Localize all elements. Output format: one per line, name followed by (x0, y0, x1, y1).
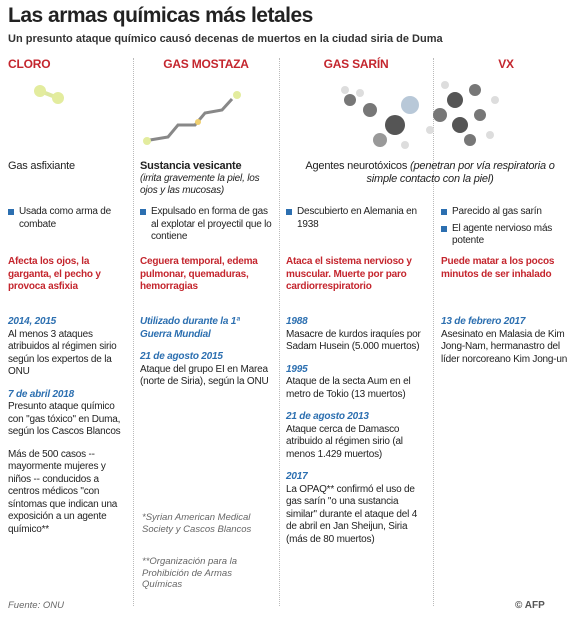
event-text: Asesinato en Malasia de Kim Jong-Nam, he… (441, 328, 568, 365)
separator (433, 58, 434, 606)
effects: Ataca el sistema nervioso y muscular. Mu… (286, 256, 412, 292)
event-text: La OPAQ** confirmó el uso de gas sarín "… (286, 483, 418, 545)
vx-molecule (426, 81, 499, 146)
bullets: Parecido al gas sarín El agente nervioso … (441, 206, 571, 252)
effects: Ceguera temporal, edema pulmonar, quemad… (140, 256, 258, 292)
type-block: Gas asfixiante (8, 160, 126, 173)
credit: © AFP (515, 600, 545, 611)
event-date: 2017 (286, 471, 308, 482)
bullets: Descubierto en Alemania en 1938 (286, 206, 426, 235)
molecules (34, 81, 499, 149)
event: 7 de abril 2018 Presunto ataque químico c… (8, 389, 126, 439)
event-text: Ataque de la secta Aum en el metro de To… (286, 376, 411, 400)
event: 21 de agosto 2013 Ataque cerca de Damasco… (286, 411, 426, 461)
effects: Afecta los ojos, la garganta, el pecho y… (8, 256, 101, 292)
bullets: Expulsado en forma de gas al explotar el… (140, 206, 272, 248)
event: 1995 Ataque de la secta Aum en el metro d… (286, 364, 426, 402)
nerve-agents: Agentes neurotóxicos (penetran por vía r… (290, 160, 570, 185)
footnote: *Syrian American Medical Society y Casco… (142, 512, 252, 535)
event: 2017 La OPAQ** confirmó el uso de gas sar… (286, 471, 426, 546)
event: Más de 500 casos -- mayormente mujeres y… (8, 449, 126, 537)
bullet: El agente nervioso más potente (441, 223, 571, 248)
event-date: 2014, 2015 (8, 316, 57, 327)
subtitle: Un presunto ataque químico causó decenas… (8, 33, 443, 45)
event-text: Ataque cerca de Damasco atribuido al rég… (286, 423, 403, 460)
event-date: 7 de abril 2018 (8, 388, 74, 400)
type: Gas asfixiante (8, 160, 75, 172)
type-note: (irrita gravemente la piel, los ojos y l… (140, 172, 260, 197)
chlorine-molecule (34, 85, 64, 104)
column-name: VX (498, 57, 514, 71)
nerve-note: (penetran por vía respiratoria o simple … (366, 160, 555, 185)
event-text: Presunto ataque químico con "gas tóxico"… (8, 401, 121, 437)
column-name: CLORO (8, 57, 51, 71)
source: Fuente: ONU (8, 600, 64, 611)
title: Las armas químicas más letales (8, 4, 313, 27)
event: 1988 Masacre de kurdos iraquíes por Sadam… (286, 316, 426, 354)
bullets: Usada como arma de combate (8, 206, 126, 235)
event: 13 de febrero 2017 Asesinato en Malasia d… (441, 316, 571, 366)
type-block: Sustancia vesicante (irrita gravemente la… (140, 160, 272, 198)
sarin-molecule (341, 86, 419, 149)
event-text: Masacre de kurdos iraquíes por Sadam Hus… (286, 328, 421, 353)
effects: Puede matar a los pocos minutos de ser i… (441, 256, 555, 280)
bullet: Expulsado en forma de gas al explotar el… (140, 206, 272, 244)
column-name: GAS SARÍN (323, 57, 389, 71)
events: 2014, 2015 Al menos 3 ataques atribuidos … (8, 316, 126, 546)
event-date: 13 de febrero 2017 (441, 316, 526, 327)
column-name: GAS MOSTAZA (163, 57, 249, 71)
bullet: Usada como arma de combate (8, 206, 126, 231)
event-text: Ataque del grupo EI en Marea (norte de S… (140, 363, 269, 388)
event: Utilizado durante la 1ª Guerra Mundial (140, 316, 272, 341)
event-date: 1995 (286, 363, 308, 375)
event-date: 21 de agosto 2013 (286, 411, 369, 422)
mustard-molecule (149, 97, 234, 142)
footnote: **Organización para la Prohibición de Ar… (142, 556, 238, 590)
nerve-label: Agentes neurotóxicos (305, 160, 408, 172)
events: 1988 Masacre de kurdos iraquíes por Sadam… (286, 316, 426, 556)
type: Sustancia vesicante (140, 160, 242, 172)
separator (279, 58, 280, 606)
separator (133, 58, 134, 606)
event-text: Al menos 3 ataques atribuidos al régimen… (8, 328, 117, 378)
event: 21 de agosto 2015 Ataque del grupo EI en … (140, 351, 272, 389)
event-date: 1988 (286, 316, 308, 327)
event-text: Más de 500 casos -- mayormente mujeres y… (8, 448, 118, 535)
event: 2014, 2015 Al menos 3 ataques atribuidos … (8, 316, 126, 379)
events: Utilizado durante la 1ª Guerra Mundial 21… (140, 316, 272, 399)
bullet: Descubierto en Alemania en 1938 (286, 206, 426, 231)
events: 13 de febrero 2017 Asesinato en Malasia d… (441, 316, 571, 376)
event-date: 21 de agosto 2015 (140, 351, 223, 362)
event-date: Utilizado durante la 1ª Guerra Mundial (140, 316, 240, 340)
bullet: Parecido al gas sarín (441, 206, 571, 219)
